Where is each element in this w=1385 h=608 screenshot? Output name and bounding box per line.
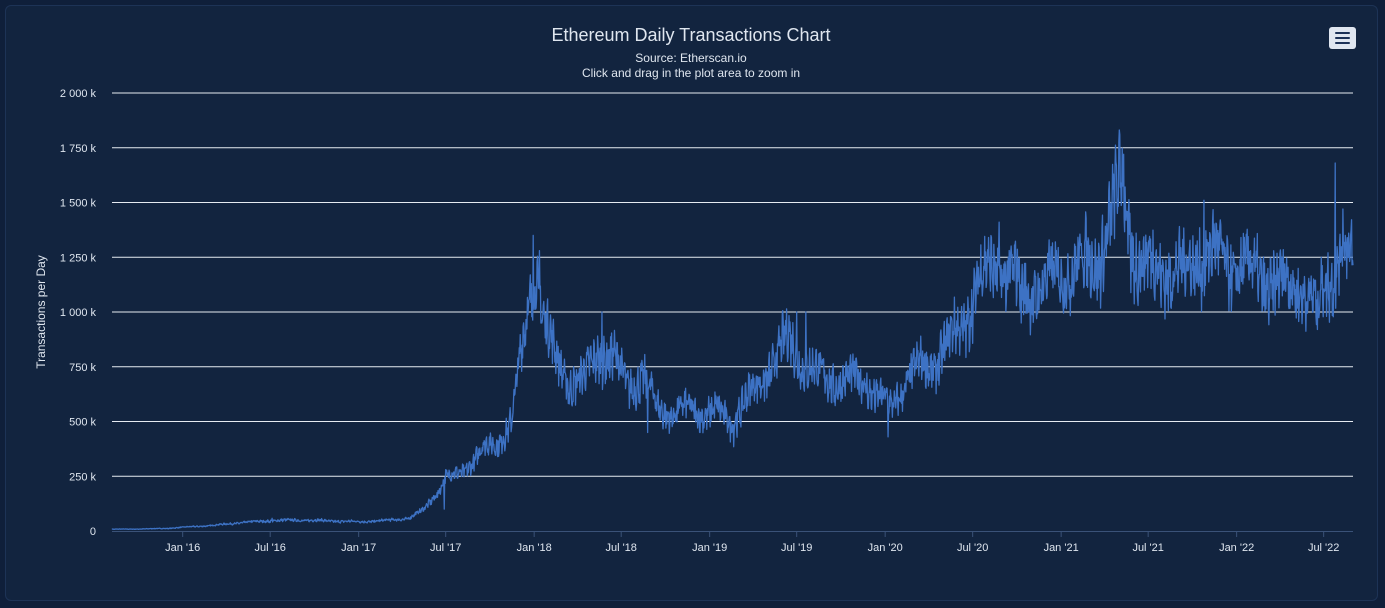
- menu-bar: [1335, 32, 1350, 34]
- y-tick-label: 1 750 k: [60, 143, 97, 155]
- y-tick-label: 1 500 k: [60, 198, 97, 210]
- x-tick-label: Jul '22: [1308, 542, 1339, 554]
- x-axis-ticks: Jan '16 Jul '16 Jan '17 Jul '17 Jan '18 Jul '…: [165, 531, 1339, 554]
- x-tick-label: Jan '19: [692, 542, 727, 554]
- x-tick-label: Jul '17: [430, 542, 461, 554]
- zoom-hint: Click and drag in the plot area to zoom …: [582, 66, 800, 80]
- x-tick-label: Jan '17: [341, 542, 376, 554]
- x-tick-label: Jul '21: [1132, 542, 1163, 554]
- y-tick-label: 250 k: [69, 471, 96, 483]
- hamburger-menu-icon[interactable]: [1329, 27, 1356, 49]
- chart-title: Ethereum Daily Transactions Chart: [551, 25, 830, 45]
- x-tick-label: Jul '19: [781, 542, 812, 554]
- y-tick-label: 500 k: [69, 417, 96, 429]
- grid-lines: [112, 92, 1353, 477]
- y-tick-label: 750 k: [69, 362, 96, 374]
- series-group[interactable]: [111, 129, 1354, 531]
- x-tick-label: Jul '18: [605, 542, 636, 554]
- y-axis-label: Transactions per Day: [34, 255, 48, 369]
- x-tick-label: Jan '16: [165, 542, 200, 554]
- menu-bar: [1335, 37, 1350, 39]
- y-tick-label: 1 250 k: [60, 252, 97, 264]
- x-tick-label: Jan '18: [517, 542, 552, 554]
- x-tick-label: Jul '20: [957, 542, 988, 554]
- y-axis-ticks: 0 250 k 500 k 750 k 1 000 k 1 250 k 1 500 k 1 7…: [60, 88, 97, 538]
- chart-container: [5, 5, 1378, 601]
- x-tick-label: Jan '21: [1044, 542, 1079, 554]
- menu-bar: [1335, 42, 1350, 44]
- x-tick-label: Jan '22: [1219, 542, 1254, 554]
- y-tick-label: 2 000 k: [60, 88, 97, 100]
- series-line-transactions[interactable]: [111, 129, 1354, 531]
- x-tick-label: Jul '16: [254, 542, 285, 554]
- x-tick-label: Jan '20: [868, 542, 903, 554]
- chart-subtitle: Source: Etherscan.io: [635, 51, 747, 65]
- y-tick-label: 0: [90, 526, 96, 538]
- y-tick-label: 1 000 k: [60, 307, 97, 319]
